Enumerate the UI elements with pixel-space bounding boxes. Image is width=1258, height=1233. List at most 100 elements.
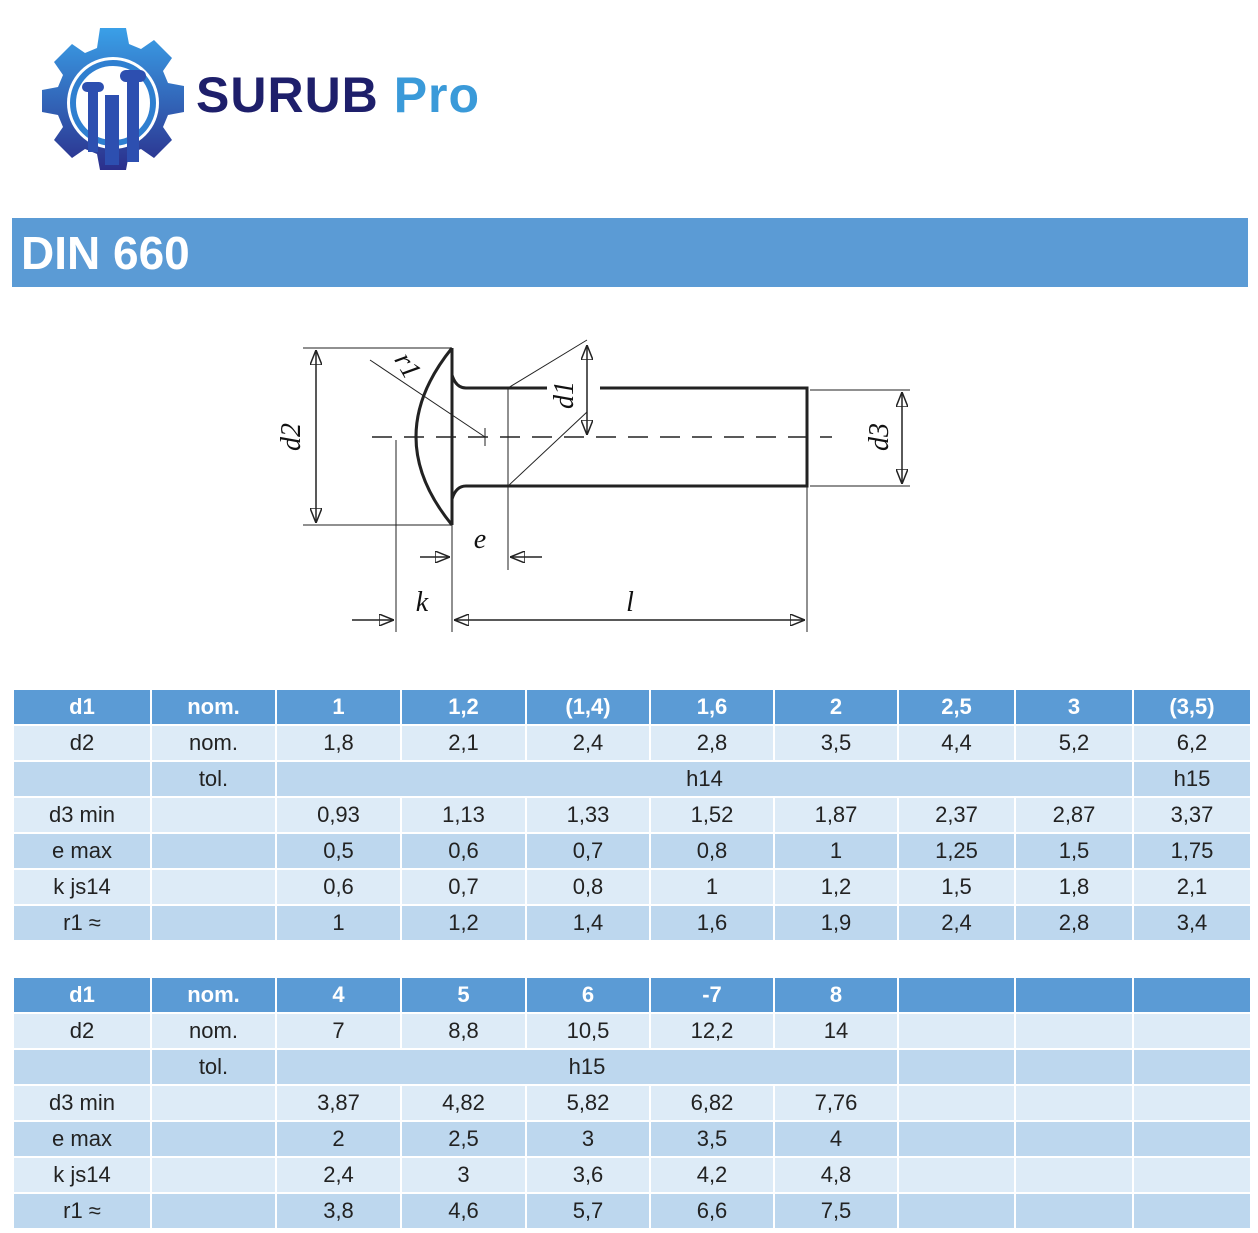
data-row: k js14 2,4 3 3,6 4,2 4,8	[12, 1156, 1252, 1194]
value-cell: 2,4	[525, 724, 651, 762]
value-cell: 0,5	[275, 832, 402, 870]
value-cell: 2	[275, 1120, 402, 1158]
empty-cell	[150, 832, 277, 870]
header-cell: (3,5)	[1132, 688, 1252, 726]
data-row: d2 nom. 7 8,8 10,5 12,2 14	[12, 1012, 1252, 1050]
value-cell: 5,82	[525, 1084, 651, 1122]
value-cell: 1,8	[275, 724, 402, 762]
empty-cell	[12, 1048, 152, 1086]
value-cell: 12,2	[649, 1012, 775, 1050]
data-row: e max 2 2,5 3 3,5 4	[12, 1120, 1252, 1158]
value-cell: 1,6	[649, 904, 775, 942]
header-cell: 1,2	[400, 688, 527, 726]
row-sub: tol.	[150, 760, 277, 798]
value-cell: 1	[649, 868, 775, 906]
value-cell: 1	[773, 832, 899, 870]
label-k: k	[416, 587, 429, 618]
empty-cell	[150, 1120, 277, 1158]
header-cell: 3	[1014, 688, 1134, 726]
row-label: k js14	[12, 1156, 152, 1194]
empty-cell	[150, 904, 277, 942]
empty-cell	[1132, 1120, 1252, 1158]
data-row: tol. h14 h15	[12, 760, 1252, 798]
value-cell: 0,8	[649, 832, 775, 870]
value-cell: 5,2	[1014, 724, 1134, 762]
shank	[450, 374, 809, 500]
value-cell: 1,9	[773, 904, 899, 942]
empty-cell	[1132, 1048, 1252, 1086]
empty-cell	[1014, 976, 1134, 1014]
data-row: d3 min 0,93 1,13 1,33 1,52 1,87 2,37 2,87 3,37	[12, 796, 1252, 834]
value-cell: 1,25	[897, 832, 1016, 870]
value-cell: 3,87	[275, 1084, 402, 1122]
header-cell: d1	[12, 688, 152, 726]
value-cell: 6,6	[649, 1192, 775, 1230]
empty-cell	[150, 796, 277, 834]
empty-cell	[150, 1084, 277, 1122]
value-cell: 1,75	[1132, 832, 1252, 870]
empty-cell	[150, 1156, 277, 1194]
data-row: k js14 0,6 0,7 0,8 1 1,2 1,5 1,8 2,1	[12, 868, 1252, 906]
row-label: r1 ≈	[12, 1192, 152, 1230]
value-cell: 2,1	[400, 724, 527, 762]
value-cell: 0,8	[525, 868, 651, 906]
row-sub: tol.	[150, 1048, 277, 1086]
data-row: d3 min 3,87 4,82 5,82 6,82 7,76	[12, 1084, 1252, 1122]
label-d2: d2	[276, 423, 307, 451]
empty-cell	[1014, 1156, 1134, 1194]
value-cell: 2,87	[1014, 796, 1134, 834]
value-cell: 7,5	[773, 1192, 899, 1230]
empty-cell	[1132, 1192, 1252, 1230]
empty-cell	[1014, 1012, 1134, 1050]
empty-cell	[897, 1120, 1016, 1158]
rivet-diagram: d2 r1 d1 d3 e k l	[276, 339, 910, 632]
title-bar: DIN 660	[12, 218, 1248, 287]
header-cell: 1,6	[649, 688, 775, 726]
value-cell: 1,52	[649, 796, 775, 834]
header-row: d1 nom. 4 5 6 -7 8	[12, 976, 1252, 1014]
value-cell: 4,82	[400, 1084, 527, 1122]
value-cell: 3,4	[1132, 904, 1252, 942]
empty-cell	[897, 1012, 1016, 1050]
value-cell: 14	[773, 1012, 899, 1050]
value-cell: 1,5	[1014, 832, 1134, 870]
header-cell: nom.	[150, 976, 277, 1014]
value-cell: 6,2	[1132, 724, 1252, 762]
value-cell: 4,4	[897, 724, 1016, 762]
empty-cell	[897, 1084, 1016, 1122]
header-cell: d1	[12, 976, 152, 1014]
value-cell: 1,5	[897, 868, 1016, 906]
value-cell: 2,5	[400, 1120, 527, 1158]
row-label: d3 min	[12, 1084, 152, 1122]
row-label: e max	[12, 1120, 152, 1158]
value-cell: 8,8	[400, 1012, 527, 1050]
data-row: r1 ≈ 1 1,2 1,4 1,6 1,9 2,4 2,8 3,4	[12, 904, 1252, 942]
row-label: d3 min	[12, 796, 152, 834]
value-cell: 3	[400, 1156, 527, 1194]
value-cell: 4	[773, 1120, 899, 1158]
value-cell: 0,7	[400, 868, 527, 906]
data-row: tol. h15	[12, 1048, 1252, 1086]
empty-cell	[897, 1156, 1016, 1194]
value-cell: 2,37	[897, 796, 1016, 834]
value-cell: 1	[275, 904, 402, 942]
value-cell: 2,4	[897, 904, 1016, 942]
value-cell: 0,7	[525, 832, 651, 870]
empty-cell	[1132, 1156, 1252, 1194]
header-cell: 6	[525, 976, 651, 1014]
value-cell: 2,8	[649, 724, 775, 762]
empty-cell	[150, 868, 277, 906]
value-cell: 1,8	[1014, 868, 1134, 906]
header-cell: 2,5	[897, 688, 1016, 726]
value-cell: 1,13	[400, 796, 527, 834]
value-cell: 3,37	[1132, 796, 1252, 834]
value-cell: 4,8	[773, 1156, 899, 1194]
brand-accent: Pro	[393, 67, 481, 123]
row-label: d2	[12, 724, 152, 762]
data-row: r1 ≈ 3,8 4,6 5,7 6,6 7,5	[12, 1192, 1252, 1230]
label-l: l	[626, 587, 634, 618]
logo	[42, 28, 184, 170]
value-cell: 7,76	[773, 1084, 899, 1122]
value-cell: 2,4	[275, 1156, 402, 1194]
header-cell: 4	[275, 976, 402, 1014]
